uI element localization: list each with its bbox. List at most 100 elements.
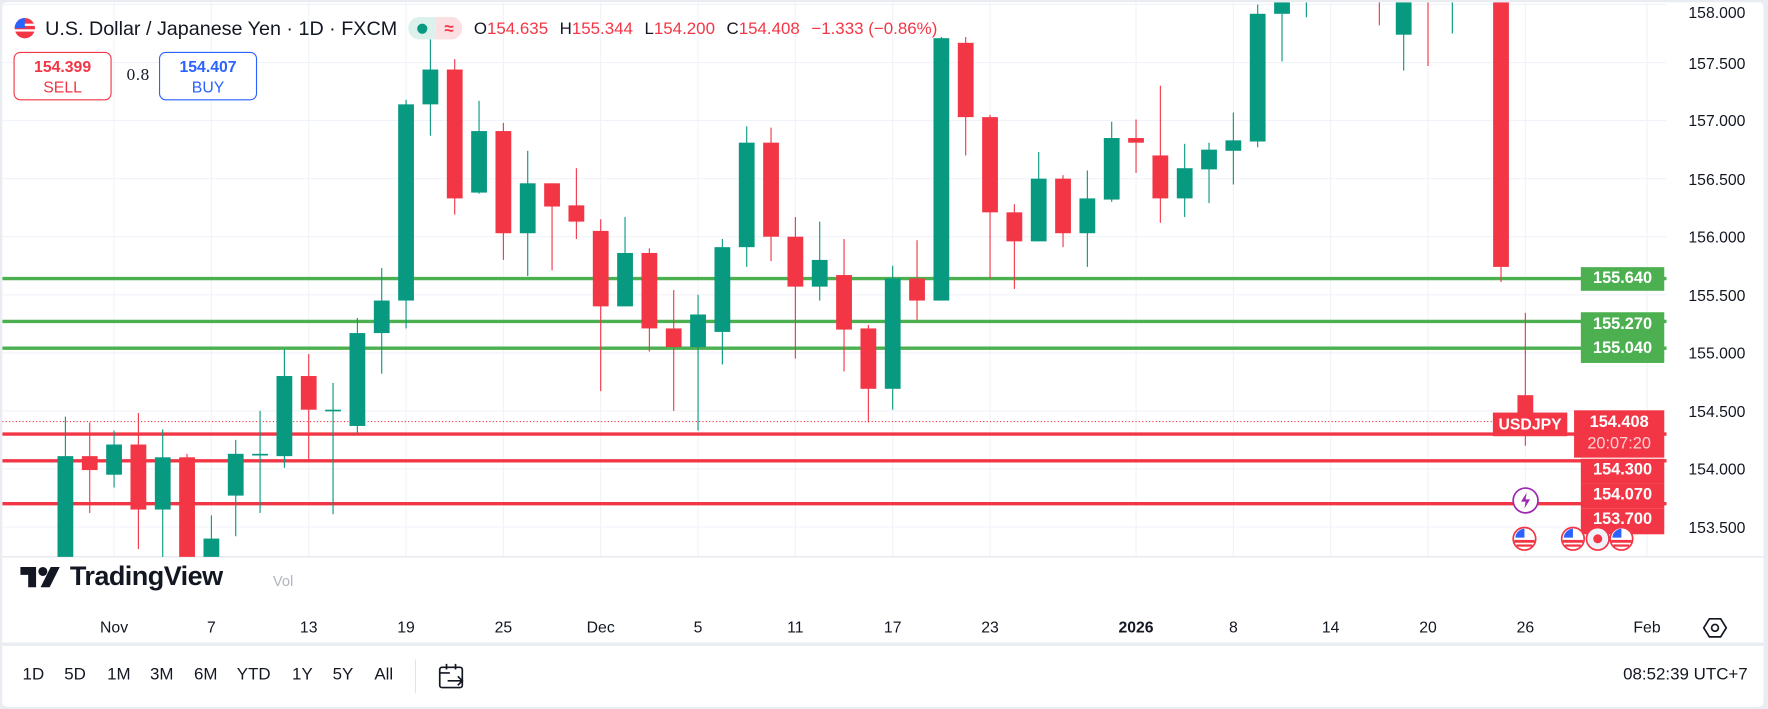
- candle-body: [519, 183, 536, 234]
- candle-body: [1225, 140, 1242, 151]
- high-value: 155.344: [571, 18, 633, 38]
- candle: [519, 150, 536, 277]
- candle: [568, 168, 585, 240]
- candle-body: [1030, 178, 1047, 242]
- candle-body: [252, 453, 268, 456]
- candle-body: [1176, 168, 1193, 199]
- candle: [1274, 2, 1290, 62]
- lightning-icon[interactable]: [1512, 487, 1539, 520]
- candle-body: [349, 333, 366, 426]
- price-tick-label: 154.500: [1688, 401, 1746, 420]
- high-label: H: [559, 18, 572, 38]
- low-label: L: [644, 18, 654, 38]
- clock-timezone[interactable]: 08:52:39 UTC+7: [1623, 665, 1748, 685]
- buy-button[interactable]: 154.407 BUY: [158, 51, 258, 101]
- range-button-3m[interactable]: 3M: [149, 665, 174, 685]
- candle: [373, 268, 390, 374]
- candle: [1030, 151, 1047, 242]
- time-tick-label: 7: [206, 617, 216, 636]
- range-button-1y[interactable]: 1Y: [292, 665, 313, 685]
- range-button-ytd[interactable]: YTD: [236, 665, 271, 685]
- us-flag-icon[interactable]: [1560, 526, 1586, 556]
- us-flag-icon[interactable]: [1512, 526, 1537, 556]
- bottom-toolbar: 1D 5D 1M 3M 6M YTD 1Y 5Y All 08:52:39 UTC+7: [2, 645, 1764, 707]
- market-status[interactable]: ≈: [408, 16, 463, 40]
- time-tick-label: 26: [1516, 617, 1535, 636]
- candle: [909, 240, 925, 321]
- price-tick-label: 155.000: [1688, 343, 1746, 362]
- price-tick-label: 155.500: [1688, 285, 1746, 304]
- candle: [1225, 112, 1242, 185]
- candle-body: [154, 457, 171, 510]
- price-chart[interactable]: [2, 2, 1764, 642]
- tradingview-logo-icon: [20, 566, 60, 588]
- approx-icon: ≈: [435, 16, 463, 40]
- candle: [1395, 2, 1412, 71]
- price-tick-label: 153.500: [1688, 517, 1746, 536]
- candle: [1305, 2, 1307, 18]
- candle-body: [1395, 2, 1412, 35]
- candle: [884, 265, 901, 410]
- last-price-tag: 154.408 20:07:20: [1574, 410, 1665, 458]
- candle: [1006, 204, 1023, 289]
- time-tick-label: 25: [494, 617, 513, 636]
- logo-text: TradingView: [69, 561, 223, 592]
- last-price: 154.408: [1589, 413, 1649, 432]
- ohlc-values: O154.635 H155.344 L154.200 C154.408 −1.3…: [474, 19, 938, 38]
- candle: [665, 290, 682, 411]
- symbol-title[interactable]: U.S. Dollar / Japanese Yen · 1D · FXCM: [45, 16, 398, 39]
- symbol-price-tag: USDJPY: [1492, 412, 1568, 437]
- us-flag-icon: [14, 18, 35, 39]
- candle: [1103, 121, 1120, 202]
- candle: [154, 429, 171, 557]
- candle-body: [1493, 2, 1509, 267]
- candle-body: [690, 314, 706, 348]
- candle-body: [471, 131, 487, 193]
- candle: [57, 416, 74, 557]
- sell-label: SELL: [43, 77, 82, 96]
- time-tick-label: 8: [1228, 617, 1238, 636]
- japan-flag-icon[interactable]: [1585, 526, 1610, 556]
- us-flag-icon[interactable]: [1609, 526, 1634, 556]
- candle-body: [1079, 198, 1096, 234]
- time-tick-label: 23: [981, 617, 999, 636]
- range-button-6m[interactable]: 6M: [193, 665, 218, 685]
- range-button-5y[interactable]: 5Y: [332, 665, 354, 685]
- candle: [544, 183, 560, 271]
- level-tag-154070: 154.070: [1580, 483, 1665, 509]
- price-tick-label: 156.500: [1688, 169, 1746, 188]
- candle-body: [592, 230, 609, 307]
- range-button-1m[interactable]: 1M: [107, 665, 131, 685]
- candle-body: [1249, 13, 1266, 142]
- candle: [617, 216, 633, 307]
- candle: [495, 122, 512, 260]
- calendar-goto-icon[interactable]: [436, 661, 468, 693]
- time-tick-label: 11: [787, 617, 804, 636]
- candle-body: [1152, 155, 1169, 199]
- sell-price: 154.399: [34, 57, 92, 76]
- candle-body: [1201, 149, 1217, 170]
- time-tick-label: 20: [1419, 617, 1437, 636]
- candles: [57, 2, 1534, 557]
- time-tick-label: 5: [693, 617, 703, 636]
- candle-body: [665, 328, 682, 348]
- candle: [179, 453, 195, 557]
- tradingview-logo[interactable]: TradingView: [20, 561, 223, 593]
- candle-body: [909, 278, 925, 301]
- range-button-all[interactable]: All: [374, 665, 394, 685]
- buy-label: BUY: [191, 77, 225, 96]
- time-tick-label: 14: [1321, 617, 1340, 636]
- settings-icon[interactable]: [1702, 615, 1728, 640]
- candle-body: [1006, 212, 1023, 242]
- candle: [227, 439, 244, 537]
- range-button-5d[interactable]: 5D: [64, 665, 86, 685]
- price-tick-label: 154.000: [1688, 459, 1746, 478]
- candle-body: [641, 252, 658, 329]
- change-value: −1.333 (−0.86%): [811, 18, 938, 38]
- market-open-dot-icon: [416, 23, 428, 34]
- candle: [1152, 85, 1169, 223]
- range-button-1d[interactable]: 1D: [22, 665, 45, 685]
- candle: [1128, 119, 1144, 173]
- sell-button[interactable]: 154.399 SELL: [13, 51, 112, 101]
